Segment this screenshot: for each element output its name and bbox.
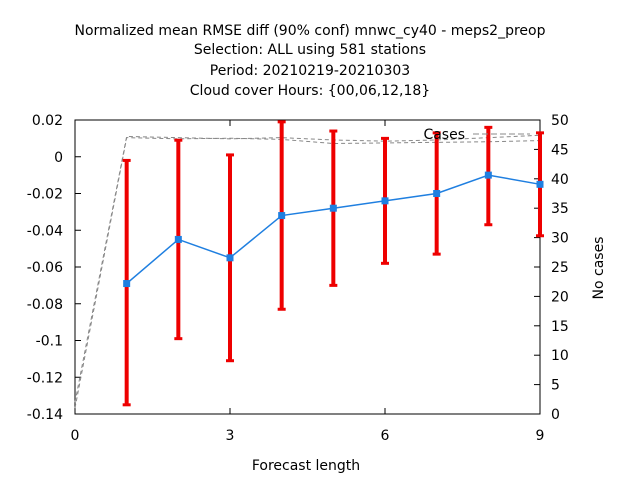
y-tick-label: -0.02	[27, 187, 63, 203]
y2-tick-label: 30	[551, 231, 569, 247]
title-line-4: Cloud cover Hours: {00,06,12,18}	[190, 83, 430, 99]
mean-point	[484, 171, 492, 179]
y-tick-label: 0	[54, 150, 63, 166]
plot-frame	[74, 119, 541, 415]
cases-line	[74, 134, 541, 403]
chart-title: Normalized mean RMSE diff (90% conf) mnw…	[74, 23, 545, 99]
y-tick-label: -0.14	[27, 407, 63, 423]
y2-tick-label: 20	[551, 289, 569, 305]
mean-point	[329, 204, 337, 212]
cases-series	[74, 134, 541, 409]
title-line-1: Normalized mean RMSE diff (90% conf) mnw…	[74, 23, 545, 39]
y-tick-label: -0.04	[27, 223, 63, 239]
y2-tick-label: 10	[551, 348, 569, 364]
y-tick-label: 0.02	[32, 113, 63, 129]
title-line-2: Selection: ALL using 581 stations	[194, 42, 426, 58]
mean-points	[123, 171, 544, 288]
legend-label: Cases	[423, 127, 465, 143]
mean-point	[536, 180, 544, 188]
x-tick-label: 0	[71, 428, 80, 444]
mean-point	[278, 212, 286, 220]
y2-tick-label: 0	[551, 407, 560, 423]
x-tick-label: 3	[226, 428, 235, 444]
mean-point	[433, 190, 441, 197]
y2-tick-label: 45	[551, 142, 569, 158]
y-tick-label: -0.08	[27, 297, 63, 313]
mean-point	[123, 280, 131, 288]
title-line-3: Period: 20210219-20210303	[210, 63, 410, 79]
axis-ticks: 0 3 6 9 -0.14 -0.12 -0.1 -0.08 -0.06 -0.04 -0.02 0 0…	[27, 113, 569, 444]
y2-tick-label: 40	[551, 172, 569, 188]
y2-tick-label: 5	[551, 378, 560, 394]
y2-tick-label: 35	[551, 201, 569, 217]
y-tick-label: -0.06	[27, 260, 63, 276]
mean-point	[174, 235, 182, 243]
mean-point	[381, 197, 389, 205]
error-bars	[122, 120, 544, 407]
x-tick-label: 6	[381, 428, 390, 444]
x-tick-label: 9	[536, 428, 545, 444]
y-tick-label: -0.12	[27, 370, 63, 386]
mean-point	[226, 254, 234, 262]
y2-tick-label: 50	[551, 113, 569, 129]
y2-tick-label: 15	[551, 319, 569, 335]
y2-axis-label: No cases	[591, 237, 607, 300]
y2-tick-label: 25	[551, 260, 569, 276]
x-axis-label: Forecast length	[252, 458, 360, 474]
y-tick-label: -0.1	[36, 334, 63, 350]
legend: Cases	[423, 127, 530, 143]
cases-line	[74, 137, 541, 409]
